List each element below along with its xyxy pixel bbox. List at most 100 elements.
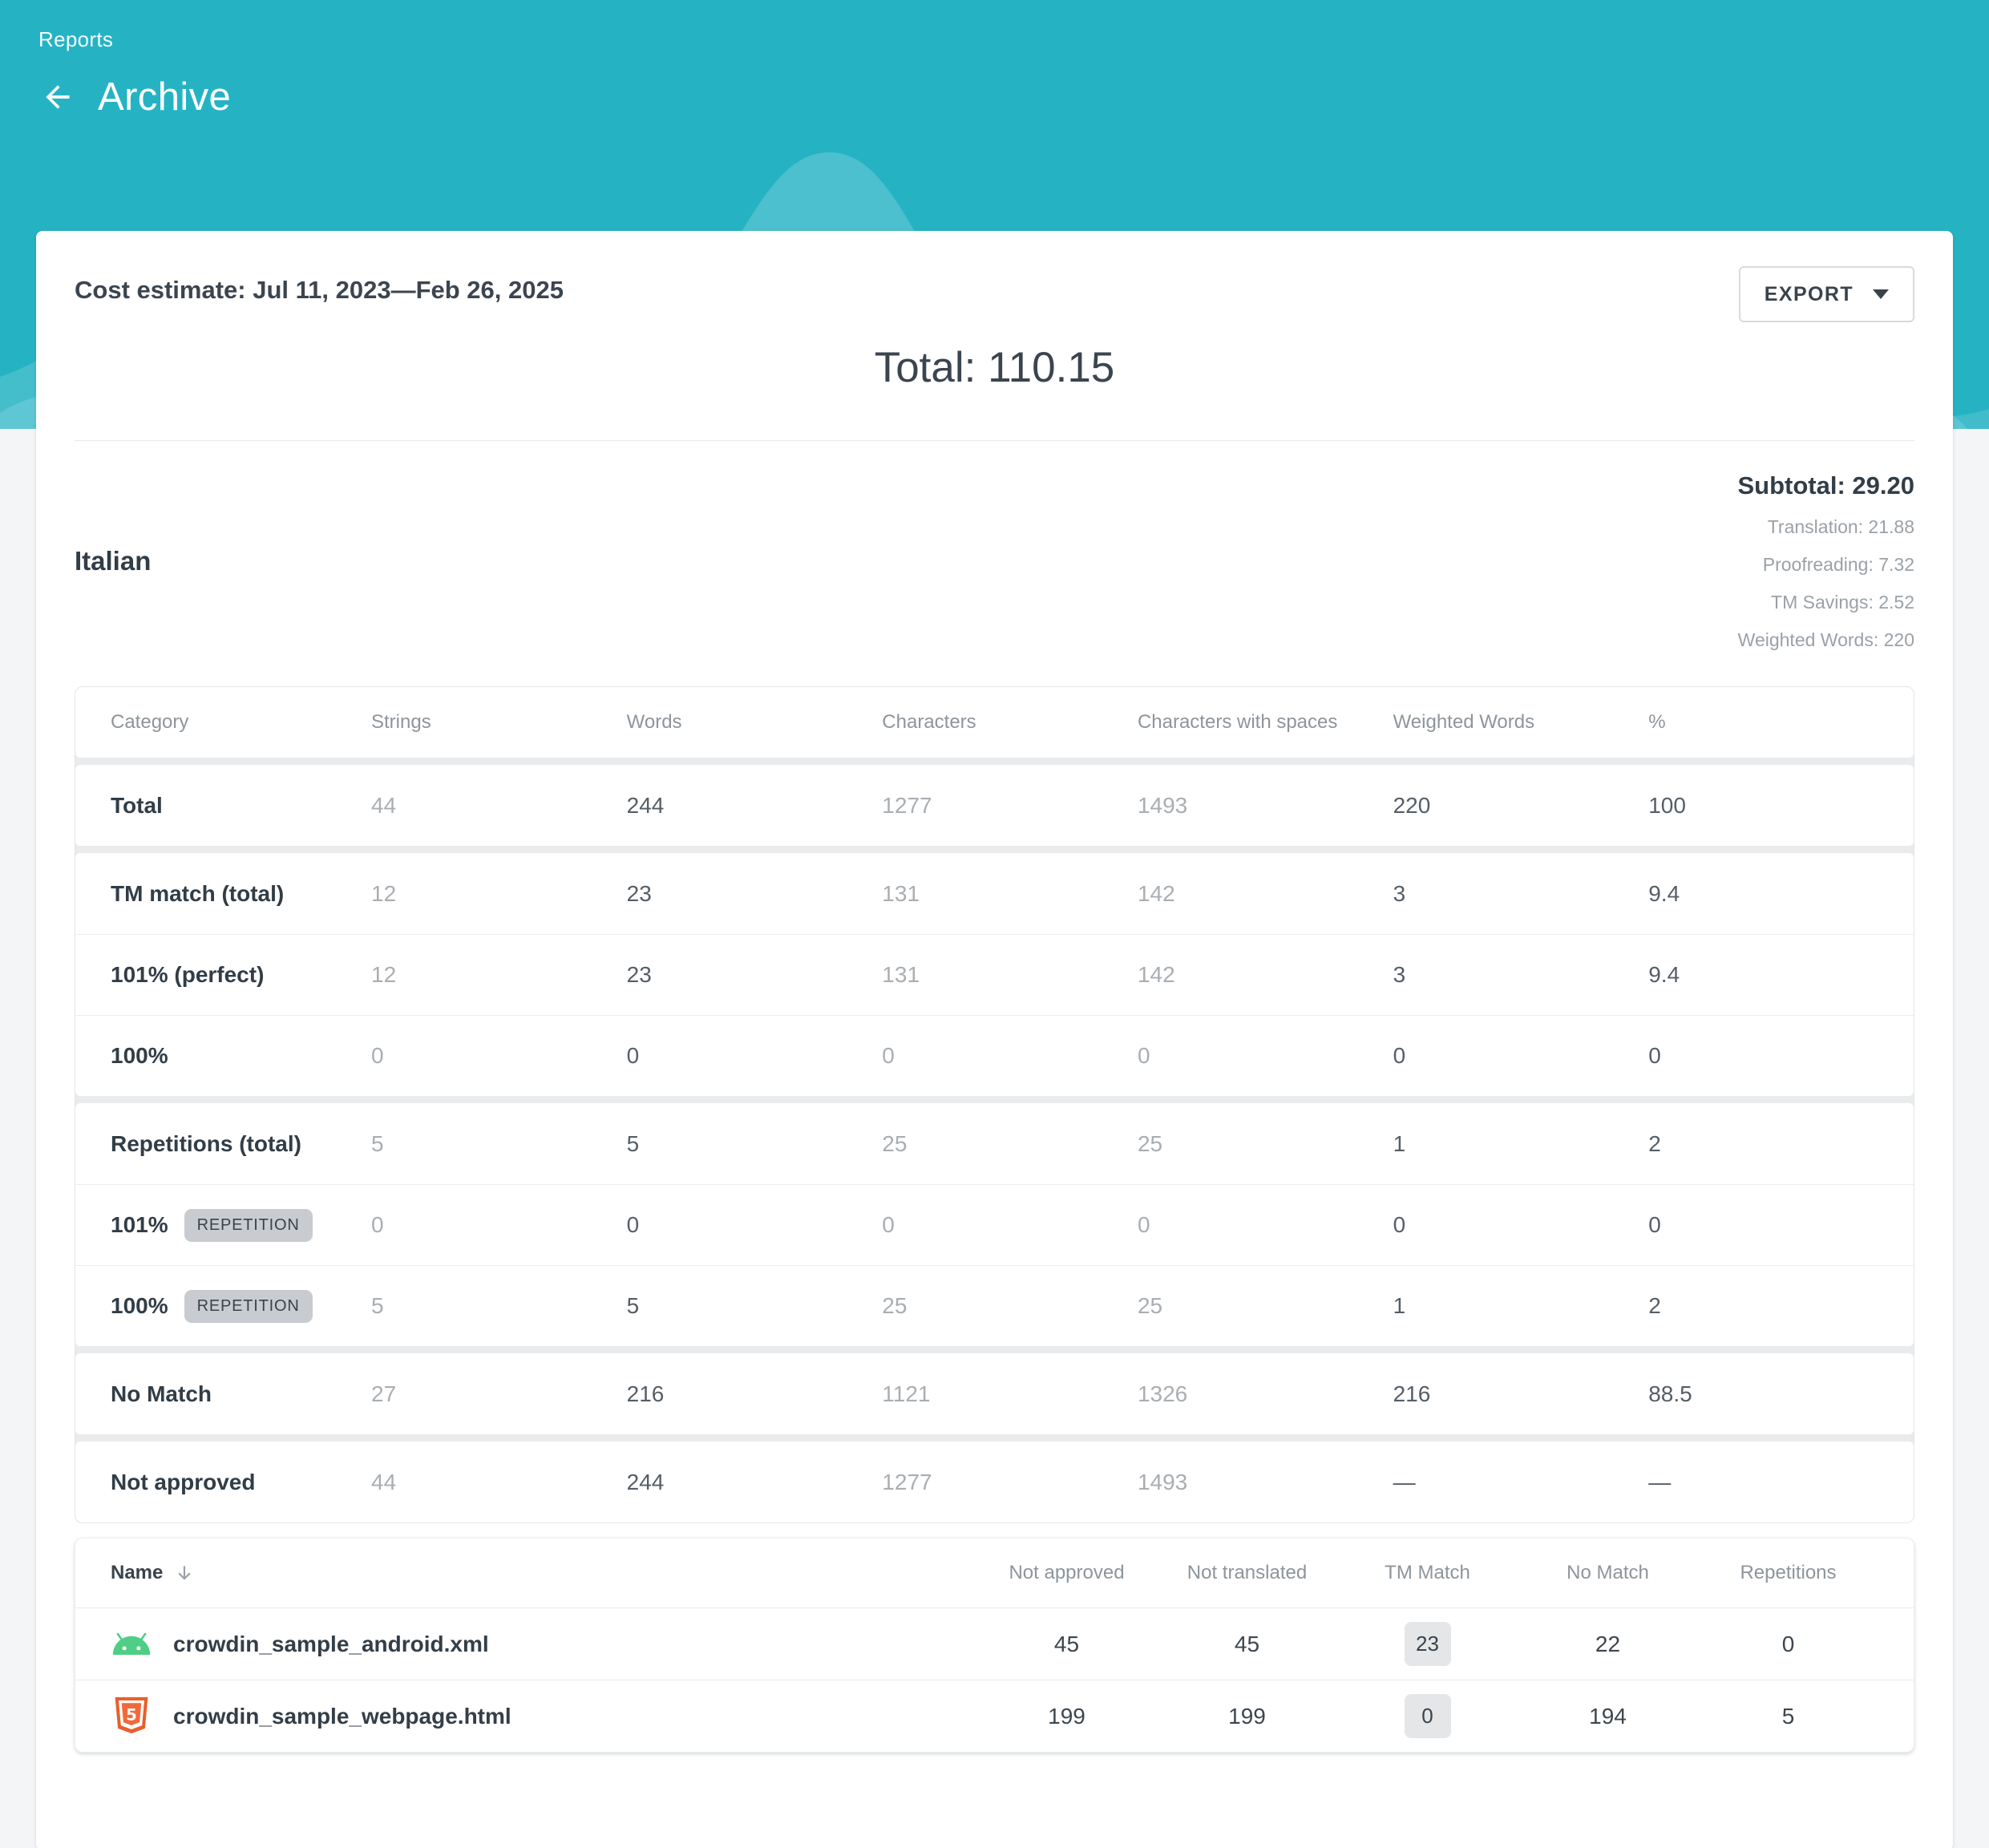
cell-words: 244 [626,1469,665,1494]
subtotal-tm-savings: TM Savings: 2.52 [1771,592,1914,613]
column-header-no-match[interactable]: No Match [1567,1562,1649,1583]
column-header-category: Category [111,711,189,733]
breadcrumb-reports[interactable]: Reports [38,27,114,51]
cell-weighted-words: 216 [1393,1381,1431,1406]
file-row: crowdin_sample_android.xml 45 45 23 22 0 [75,1607,1914,1680]
category-group-no-match: No Match 27 216 1121 1326 216 88.5 [75,1353,1914,1434]
cell-repetitions: 0 [1781,1631,1795,1656]
repetition-badge: REPETITION [184,1289,313,1323]
category-label: Total [111,792,163,818]
category-label: 100% [111,1043,168,1068]
subtotal-proofreading: Proofreading: 7.32 [1762,554,1914,575]
report-grand-total: Total: 110.15 [874,344,1115,391]
column-header-name[interactable]: Name [111,1562,976,1584]
cell-percent: 0 [1648,1212,1661,1237]
file-name: crowdin_sample_webpage.html [173,1703,511,1729]
cell-words: 23 [626,962,652,987]
subtotal-weighted-words: Weighted Words: 220 [1737,629,1914,650]
android-file-icon [111,1624,152,1665]
cell-characters-with-spaces: 0 [1137,1043,1150,1068]
cell-percent: — [1648,1469,1672,1494]
export-button-label: EXPORT [1764,282,1854,305]
table-row: No Match 27 216 1121 1326 216 88.5 [75,1353,1914,1434]
column-header-not-translated[interactable]: Not translated [1187,1562,1308,1583]
column-header-percent: % [1648,711,1666,733]
tm-match-badge: 23 [1404,1622,1451,1666]
table-row: TM match (total) 12 23 131 142 3 9.4 [75,853,1914,934]
export-button[interactable]: EXPORT [1738,266,1914,322]
category-label: Repetitions (total) [111,1130,301,1156]
cell-characters: 131 [882,962,920,987]
name-header-label: Name [111,1562,164,1583]
category-group-repetitions: Repetitions (total) 5 5 25 25 1 2 101% R… [75,1103,1914,1346]
column-header-words: Words [626,711,682,733]
cell-percent: 9.4 [1648,962,1680,987]
cell-strings: 5 [371,1130,384,1156]
cell-percent: 9.4 [1648,880,1680,906]
category-label: 101% (perfect) [111,962,265,987]
category-group-not-approved: Not approved 44 244 1277 1493 — — [75,1442,1914,1522]
cell-no-match: 22 [1595,1631,1621,1656]
cell-strings: 27 [371,1381,397,1406]
page-title: Archive [98,75,232,119]
cell-words: 244 [626,792,665,818]
cell-characters-with-spaces: 1493 [1137,1469,1188,1494]
cell-weighted-words: 220 [1393,792,1431,818]
category-table: Category Strings Words Characters Charac… [75,686,1914,1523]
column-header-weighted-words: Weighted Words [1393,711,1535,733]
cell-percent: 88.5 [1648,1381,1692,1406]
table-row: 101% (perfect) 12 23 131 142 3 9.4 [75,934,1914,1015]
cell-words: 5 [626,1293,640,1318]
cell-characters-with-spaces: 142 [1137,962,1175,987]
column-header-strings: Strings [371,711,431,733]
cell-not-translated: 199 [1228,1703,1266,1729]
column-header-not-approved[interactable]: Not approved [1009,1562,1125,1583]
column-header-repetitions[interactable]: Repetitions [1740,1562,1837,1583]
cell-not-approved: 45 [1053,1631,1080,1656]
category-label: No Match [111,1381,212,1406]
category-table-header-section: Category Strings Words Characters Charac… [75,687,1914,758]
cell-strings: 44 [371,1469,397,1494]
cell-characters: 0 [882,1043,895,1068]
sort-descending-icon [174,1563,195,1583]
cell-characters: 25 [882,1293,908,1318]
cell-characters: 131 [882,880,920,906]
table-row: Total 44 244 1277 1493 220 100 [75,765,1914,846]
repetition-badge: REPETITION [184,1208,313,1242]
cell-words: 23 [626,880,652,906]
cell-characters: 0 [882,1212,895,1237]
cell-characters: 1277 [882,1469,932,1494]
back-button[interactable] [38,78,77,116]
tm-match-badge: 0 [1404,1694,1451,1738]
cell-strings: 12 [371,880,397,906]
column-header-characters-with-spaces: Characters with spaces [1137,711,1338,733]
cell-not-approved: 199 [1048,1703,1085,1729]
cell-percent: 100 [1648,792,1686,818]
category-group-tm-match: TM match (total) 12 23 131 142 3 9.4 101… [75,853,1914,1096]
subtotal-value: Subtotal: 29.20 [1737,471,1915,499]
file-row: 5 crowdin_sample_webpage.html 199 199 0 … [75,1680,1914,1752]
table-row: Repetitions (total) 5 5 25 25 1 2 [75,1103,1914,1184]
cell-words: 0 [626,1212,640,1237]
report-title: Cost estimate: Jul 11, 2023—Feb 26, 2025 [75,276,564,304]
cell-percent: 2 [1648,1130,1661,1156]
category-group-total: Total 44 244 1277 1493 220 100 [75,765,1914,846]
cell-no-match: 194 [1589,1703,1627,1729]
cell-weighted-words: 0 [1393,1212,1406,1237]
cell-weighted-words: 1 [1393,1293,1406,1318]
cell-weighted-words: 0 [1393,1043,1406,1068]
cell-characters: 1277 [882,792,932,818]
subtotal-translation: Translation: 21.88 [1767,516,1914,537]
category-label: 101% [111,1212,168,1237]
html5-file-icon: 5 [111,1696,152,1737]
cell-strings: 44 [371,792,397,818]
cell-characters: 1121 [882,1381,931,1406]
column-header-characters: Characters [882,711,976,733]
column-header-tm-match[interactable]: TM Match [1385,1562,1470,1583]
cell-repetitions: 5 [1781,1703,1795,1729]
report-card: Cost estimate: Jul 11, 2023—Feb 26, 2025… [36,231,1953,1848]
cell-characters-with-spaces: 0 [1137,1212,1150,1237]
cell-words: 5 [626,1130,640,1156]
cell-percent: 0 [1648,1043,1661,1068]
